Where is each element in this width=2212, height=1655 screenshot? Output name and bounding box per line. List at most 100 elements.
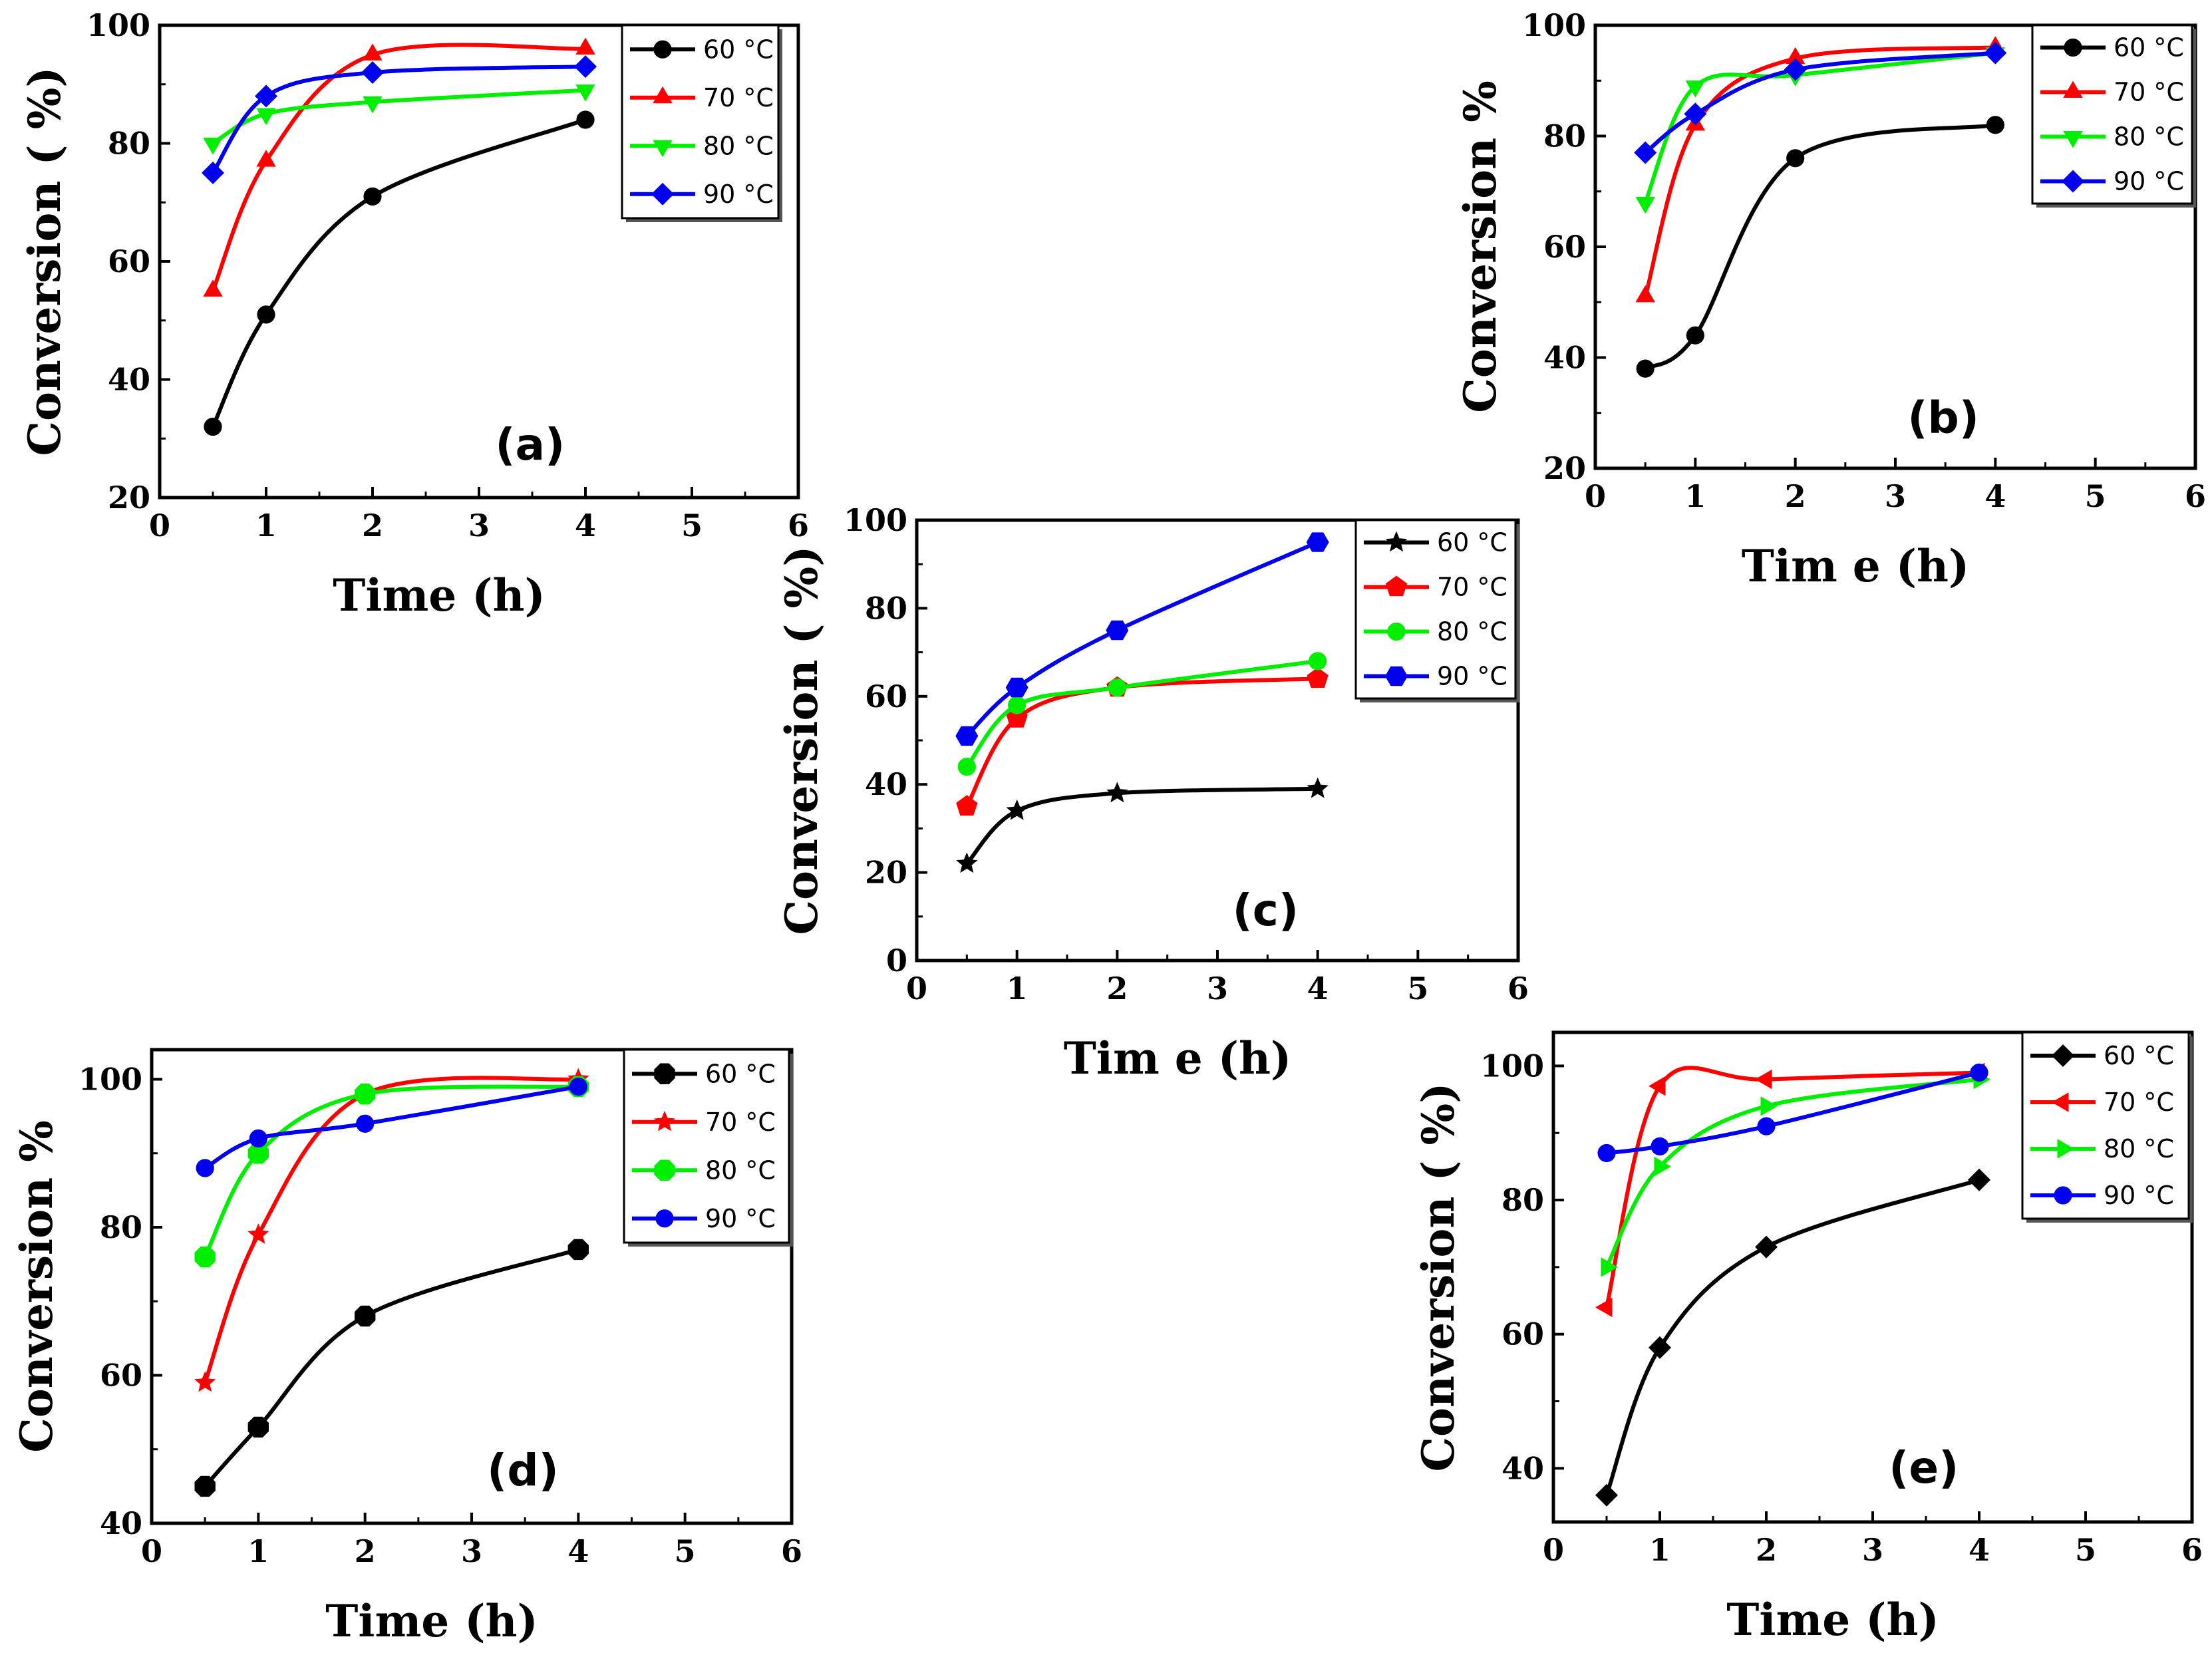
chart-panel-a: 0 1 2 3 4 5 6 20 40 60 80 100 Time (h) Conversion ( %… [19, 7, 809, 621]
legend-box [621, 24, 780, 220]
data-point [1635, 285, 1655, 303]
data-point [204, 417, 222, 436]
data-point [1649, 1076, 1666, 1096]
legend-marker [2052, 1092, 2069, 1112]
series-line [1643, 45, 1996, 297]
data-point [1654, 1156, 1671, 1177]
legend-label: 70 °C [1437, 573, 1507, 602]
data-point [569, 1078, 587, 1096]
panel-label: (b) [1907, 392, 1979, 444]
y-tick-label: 60 [865, 678, 907, 714]
legend-box [2031, 24, 2193, 205]
data-point [575, 84, 595, 102]
y-tick-label: 80 [1543, 118, 1586, 154]
data-point [194, 1475, 216, 1497]
x-tick-label: 3 [468, 508, 490, 543]
legend: 60 °C 70 °C 80 °C 90 °C [621, 24, 782, 222]
legend-marker [2062, 170, 2084, 193]
data-point [1686, 326, 1704, 345]
legend: 60 °C 70 °C 80 °C 90 °C [623, 1048, 793, 1247]
data-point [196, 1159, 214, 1177]
x-tick-label: 5 [2085, 478, 2106, 514]
x-tick-label: 4 [1984, 478, 2006, 514]
data-point [1106, 620, 1129, 641]
data-point [1108, 678, 1126, 697]
x-tick-label: 4 [567, 1533, 589, 1569]
chart-panel-e: 0 1 2 3 4 5 6 40 60 80 100 Time (h) Conversion ( %) (… [1412, 1030, 2203, 1646]
y-tick-label: 40 [1543, 340, 1586, 376]
data-point [1106, 782, 1128, 803]
x-tick-label: 3 [1862, 1532, 1883, 1568]
x-axis-label: Tim e (h) [1742, 540, 1969, 592]
legend-marker [2063, 131, 2083, 148]
x-tick-label: 6 [2185, 478, 2206, 514]
x-tick-label: 0 [1585, 478, 1606, 514]
data-point [1786, 149, 1805, 168]
data-point [1634, 141, 1657, 164]
legend-marker [2064, 38, 2082, 57]
legend-marker [653, 140, 673, 158]
series-line [211, 118, 587, 428]
series-line [965, 540, 1319, 738]
x-tick-label: 1 [1684, 478, 1706, 514]
x-tick-label: 3 [1207, 971, 1228, 1006]
y-tick-label: 80 [865, 590, 907, 626]
x-tick-label: 5 [2075, 1532, 2096, 1568]
legend-label: 60 °C [1437, 528, 1507, 557]
legend: 60 °C 70 °C 80 °C 90 °C [2021, 1031, 2193, 1223]
x-axis-label: Tim e (h) [1064, 1032, 1291, 1084]
y-axis-label: Conversion % [11, 1120, 63, 1453]
legend-label: 80 °C [2104, 1134, 2174, 1163]
x-tick-label: 6 [788, 508, 809, 543]
legend-label: 90 °C [2104, 1181, 2174, 1210]
legend-marker [1385, 531, 1408, 552]
y-tick-label: 60 [1501, 1316, 1544, 1352]
x-tick-label: 0 [1543, 1532, 1564, 1568]
x-tick-label: 2 [1106, 971, 1128, 1006]
legend-label: 60 °C [2114, 33, 2184, 63]
legend-marker [2063, 80, 2083, 98]
y-axis-label: Conversion % [1454, 80, 1506, 413]
data-point [255, 84, 277, 108]
x-tick-label: 1 [1649, 1532, 1670, 1568]
series-line [1605, 1077, 1980, 1269]
y-tick-label: 100 [844, 502, 907, 538]
data-point [1595, 1297, 1613, 1318]
y-tick-label: 60 [108, 243, 150, 279]
data-point [256, 150, 276, 167]
data-point [1307, 777, 1329, 798]
y-tick-label: 80 [100, 1209, 142, 1245]
x-tick-label: 6 [1507, 971, 1529, 1006]
x-tick-label: 2 [355, 1533, 376, 1569]
series-line [965, 659, 1319, 768]
legend-marker [653, 40, 672, 59]
legend-label: 80 °C [1437, 617, 1507, 647]
y-tick-label: 80 [1501, 1182, 1544, 1218]
y-axis-label: Conversion ( %) [1412, 1082, 1464, 1471]
legend: 60 °C 70 °C 80 °C 90 °C [2031, 24, 2196, 208]
data-point [194, 1246, 216, 1268]
legend-marker [651, 182, 674, 206]
series-line [211, 43, 586, 292]
legend-label: 60 °C [705, 1059, 776, 1088]
legend-label: 80 °C [703, 131, 774, 160]
data-point [363, 43, 383, 61]
y-tick-label: 40 [108, 362, 150, 398]
y-axis-label: Conversion ( %) [19, 67, 71, 456]
y-axis-label: Conversion ( %) [776, 545, 828, 935]
x-tick-label: 5 [681, 508, 703, 543]
data-point [203, 138, 223, 155]
panel-label: (c) [1233, 885, 1299, 936]
panel-label: (e) [1889, 1442, 1959, 1493]
data-point [202, 161, 224, 184]
data-point [1008, 696, 1027, 714]
legend-label: 70 °C [2114, 78, 2184, 107]
y-tick-label: 40 [1501, 1450, 1544, 1486]
data-point [1309, 652, 1327, 671]
series-line [1644, 122, 1996, 371]
data-point [256, 108, 276, 126]
data-point [575, 37, 595, 55]
series-line [1643, 51, 1996, 204]
